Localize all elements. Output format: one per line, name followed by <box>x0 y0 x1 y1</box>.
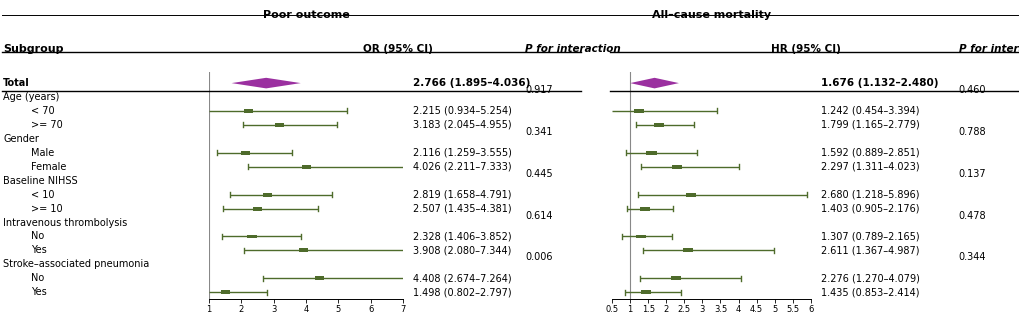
Bar <box>299 249 308 252</box>
Text: Female: Female <box>31 162 66 172</box>
Text: Intravenous thrombolysis: Intravenous thrombolysis <box>3 217 127 228</box>
Text: 3.908 (2.080–7.344): 3.908 (2.080–7.344) <box>413 245 511 255</box>
Bar <box>671 276 681 280</box>
Bar <box>653 123 663 127</box>
Text: Age (years): Age (years) <box>3 92 59 102</box>
Text: Subgroup: Subgroup <box>3 44 63 54</box>
Text: 1.307 (0.789–2.165): 1.307 (0.789–2.165) <box>820 232 919 241</box>
Text: 0.917: 0.917 <box>525 85 552 95</box>
Text: P for interaction: P for interaction <box>525 44 621 54</box>
Text: Yes: Yes <box>31 245 46 255</box>
Text: 1.498 (0.802–2.797): 1.498 (0.802–2.797) <box>413 287 512 297</box>
Polygon shape <box>231 78 301 88</box>
Bar <box>263 193 272 197</box>
Text: < 70: < 70 <box>31 106 54 116</box>
Text: 0.445: 0.445 <box>525 169 552 179</box>
Bar <box>248 234 256 238</box>
Text: 0.137: 0.137 <box>958 169 985 179</box>
Text: 3.183 (2.045–4.955): 3.183 (2.045–4.955) <box>413 120 512 130</box>
Text: No: No <box>31 232 44 241</box>
Text: 2.215 (0.934–5.254): 2.215 (0.934–5.254) <box>413 106 512 116</box>
Text: 2.297 (1.311–4.023): 2.297 (1.311–4.023) <box>820 162 919 172</box>
Bar <box>244 109 253 113</box>
Text: 0.614: 0.614 <box>525 211 552 220</box>
Text: 1.592 (0.889–2.851): 1.592 (0.889–2.851) <box>820 148 919 158</box>
Text: All–cause mortality: All–cause mortality <box>651 10 770 20</box>
Text: 0.460: 0.460 <box>958 85 985 95</box>
Text: < 10: < 10 <box>31 190 54 200</box>
Bar <box>640 290 650 294</box>
Text: 0.344: 0.344 <box>958 252 985 262</box>
Text: 1.403 (0.905–2.176): 1.403 (0.905–2.176) <box>820 204 919 214</box>
Text: 0.788: 0.788 <box>958 127 985 137</box>
Text: 0.006: 0.006 <box>525 252 552 262</box>
Text: Baseline NIHSS: Baseline NIHSS <box>3 176 77 186</box>
Text: Gender: Gender <box>3 134 39 144</box>
Text: >= 10: >= 10 <box>31 204 62 214</box>
Text: >= 70: >= 70 <box>31 120 62 130</box>
Text: 1.799 (1.165–2.779): 1.799 (1.165–2.779) <box>820 120 919 130</box>
Text: 2.276 (1.270–4.079): 2.276 (1.270–4.079) <box>820 273 919 283</box>
Bar <box>672 165 682 169</box>
Bar <box>302 165 311 169</box>
Bar <box>240 151 250 155</box>
Text: 0.341: 0.341 <box>525 127 552 137</box>
Bar <box>314 276 323 280</box>
Text: OR (95% CI): OR (95% CI) <box>363 44 432 54</box>
Text: 2.328 (1.406–3.852): 2.328 (1.406–3.852) <box>413 232 512 241</box>
Text: 2.766 (1.895–4.036): 2.766 (1.895–4.036) <box>413 78 530 88</box>
Text: HR (95% CI): HR (95% CI) <box>770 44 840 54</box>
Bar <box>220 290 229 294</box>
Text: 1.435 (0.853–2.414): 1.435 (0.853–2.414) <box>820 287 919 297</box>
Polygon shape <box>630 78 679 88</box>
Bar <box>275 123 284 127</box>
Bar <box>636 234 646 238</box>
Bar <box>253 207 262 211</box>
Text: 2.116 (1.259–3.555): 2.116 (1.259–3.555) <box>413 148 512 158</box>
Text: 4.408 (2.674–7.264): 4.408 (2.674–7.264) <box>413 273 512 283</box>
Bar <box>639 207 649 211</box>
Text: 1.676 (1.132–2.480): 1.676 (1.132–2.480) <box>820 78 937 88</box>
Text: 2.611 (1.367–4.987): 2.611 (1.367–4.987) <box>820 245 919 255</box>
Text: P for interaction: P for interaction <box>958 44 1019 54</box>
Text: No: No <box>31 273 44 283</box>
Text: 2.680 (1.218–5.896): 2.680 (1.218–5.896) <box>820 190 919 200</box>
Text: Male: Male <box>31 148 54 158</box>
Text: Yes: Yes <box>31 287 46 297</box>
Text: Stroke–associated pneumonia: Stroke–associated pneumonia <box>3 259 149 269</box>
Bar <box>633 109 643 113</box>
Text: 0.478: 0.478 <box>958 211 985 220</box>
Text: 4.026 (2.211–7.333): 4.026 (2.211–7.333) <box>413 162 512 172</box>
Text: 1.242 (0.454–3.394): 1.242 (0.454–3.394) <box>820 106 919 116</box>
Bar <box>646 151 656 155</box>
Text: 2.507 (1.435–4.381): 2.507 (1.435–4.381) <box>413 204 512 214</box>
Bar <box>685 193 695 197</box>
Text: Total: Total <box>3 78 30 88</box>
Text: 2.819 (1.658–4.791): 2.819 (1.658–4.791) <box>413 190 512 200</box>
Text: Poor outcome: Poor outcome <box>262 10 350 20</box>
Bar <box>683 249 693 252</box>
